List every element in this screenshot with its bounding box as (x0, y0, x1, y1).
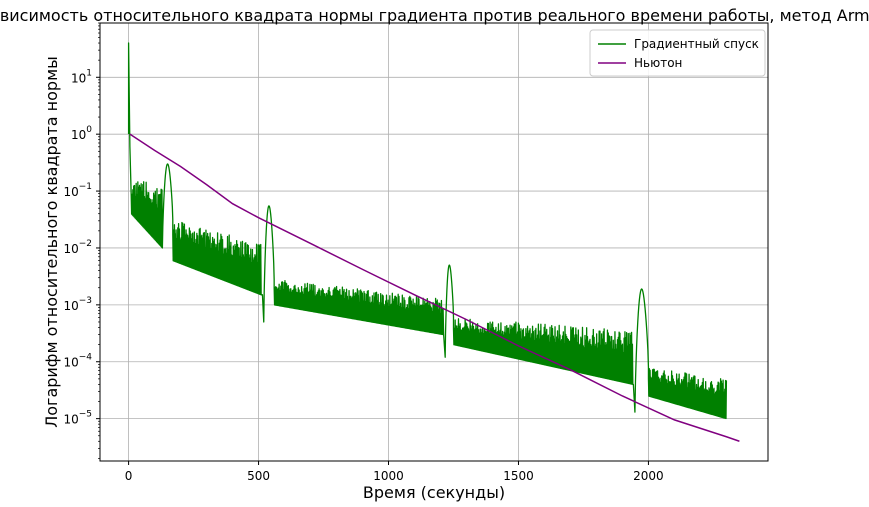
series-layer (127, 42, 740, 442)
x-tick-label: 1500 (503, 469, 534, 483)
x-tick-label: 0 (125, 469, 133, 483)
x-tick-label: 500 (247, 469, 270, 483)
series-line-gradient-descent (127, 42, 728, 420)
legend-box (589, 29, 766, 77)
x-axis-label: Время (секунды) (363, 483, 505, 502)
x-tick-label: 1000 (373, 469, 404, 483)
x-tick-label: 2000 (633, 469, 664, 483)
x-axis: 0 500 1000 1500 2000 (125, 461, 664, 483)
chart-title: Зависимость относительного квадрата норм… (0, 6, 869, 25)
y-axis-label: Логарифм относительного квадрата нормы (42, 56, 61, 428)
plot-frame (99, 22, 769, 462)
legend-label-newton: Ньютон (634, 56, 682, 70)
legend: Градиентный спуск Ньютон (589, 29, 766, 77)
legend-label-gradient-descent: Градиентный спуск (634, 37, 759, 51)
series-line-newton (129, 133, 740, 442)
